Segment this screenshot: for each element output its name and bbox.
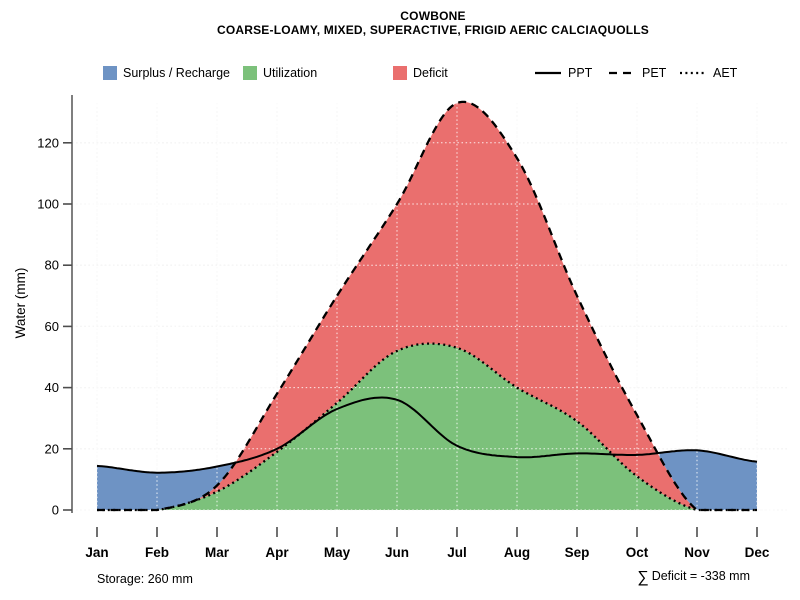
legend-item-deficit: Deficit bbox=[393, 64, 448, 82]
month-label: Dec bbox=[745, 545, 770, 560]
y-tick-label: 40 bbox=[45, 380, 59, 395]
fill-deficit bbox=[159, 101, 695, 510]
sigma-icon: ∑ bbox=[637, 569, 649, 586]
legend-item-surplus: Surplus / Recharge bbox=[103, 64, 230, 82]
legend-label-utilization: Utilization bbox=[263, 66, 318, 80]
legend-label-surplus: Surplus / Recharge bbox=[123, 66, 231, 80]
utilization-swatch-icon bbox=[243, 66, 257, 80]
legend-item-aet: AET bbox=[679, 64, 737, 82]
y-axis: 0 20 40 60 80 100 120 Water (mm) bbox=[13, 95, 73, 518]
month-label: Aug bbox=[504, 545, 530, 560]
curves bbox=[96, 100, 758, 512]
fill-utilization bbox=[159, 343, 695, 510]
x-axis: Jan Feb Mar Apr May Jun Jul Aug Sep Oct Nov Dec bbox=[85, 527, 770, 560]
month-label: Mar bbox=[205, 545, 230, 560]
month-label: Jan bbox=[85, 545, 108, 560]
solid-line-icon bbox=[535, 71, 561, 75]
month-label: May bbox=[324, 545, 351, 560]
chart-title: COWBONE bbox=[400, 9, 466, 23]
month-label: Jul bbox=[447, 545, 467, 560]
legend-label-pet: PET bbox=[642, 66, 667, 80]
month-label: Sep bbox=[565, 545, 590, 560]
chart-subtitle: COARSE-LOAMY, MIXED, SUPERACTIVE, FRIGID… bbox=[216, 23, 650, 37]
surplus-swatch-icon bbox=[103, 66, 117, 80]
gridlines-overlay bbox=[72, 103, 789, 511]
month-label: Apr bbox=[265, 545, 289, 560]
month-label: Oct bbox=[626, 545, 649, 560]
y-tick-label: 20 bbox=[45, 441, 59, 456]
storage-annotation: Storage: 260 mm bbox=[97, 572, 193, 586]
deficit-sum-annotation: ∑ Deficit = -338 mm bbox=[450, 569, 750, 587]
y-tick-label: 100 bbox=[37, 197, 59, 212]
curve-ppt bbox=[96, 396, 758, 474]
y-tick-label: 0 bbox=[52, 503, 59, 518]
month-label: Nov bbox=[684, 545, 710, 560]
dotted-line-icon bbox=[680, 71, 706, 75]
y-tick-label: 80 bbox=[45, 258, 59, 273]
month-label: Jun bbox=[385, 545, 409, 560]
legend-item-ppt: PPT bbox=[534, 64, 592, 82]
legend-item-utilization: Utilization bbox=[243, 64, 317, 82]
legend-label-aet: AET bbox=[713, 66, 738, 80]
curve-aet bbox=[97, 342, 757, 512]
y-axis-title: Water (mm) bbox=[13, 268, 28, 339]
dashed-line-icon bbox=[609, 71, 635, 75]
legend-label-ppt: PPT bbox=[568, 66, 593, 80]
deficit-swatch-icon bbox=[393, 66, 407, 80]
curve-pet bbox=[97, 100, 757, 512]
legend-label-deficit: Deficit bbox=[413, 66, 448, 80]
legend-item-pet: PET bbox=[608, 64, 666, 82]
month-label: Feb bbox=[145, 545, 169, 560]
y-tick-label: 120 bbox=[37, 135, 59, 150]
deficit-sum-text: Deficit = -338 mm bbox=[651, 569, 750, 583]
y-tick-label: 60 bbox=[45, 319, 59, 334]
